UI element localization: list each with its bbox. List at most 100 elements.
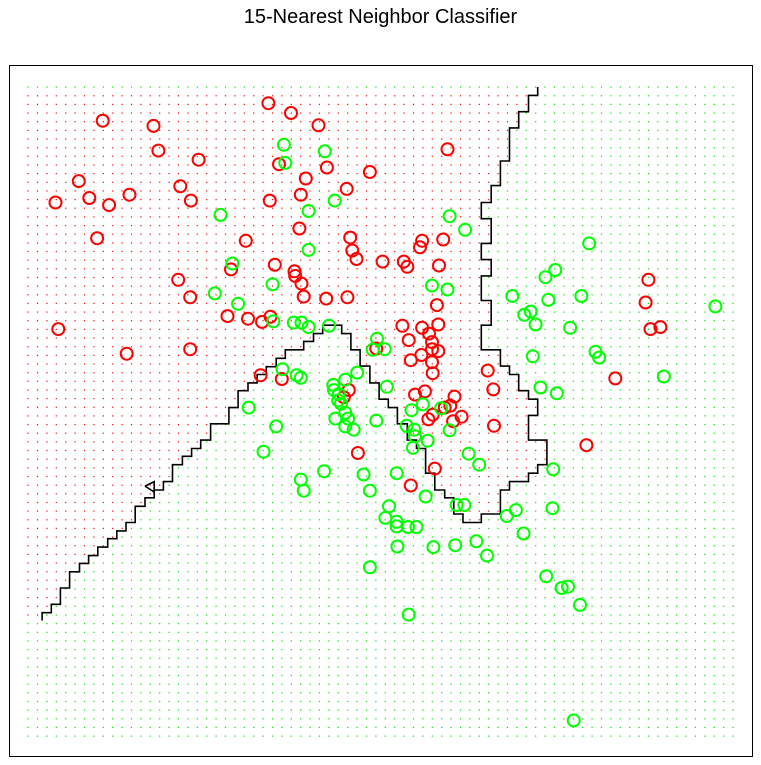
grid-dot — [112, 103, 114, 105]
grid-dot — [215, 337, 217, 339]
grid-dot — [168, 164, 170, 166]
grid-dot — [253, 441, 255, 443]
grid-dot — [497, 432, 499, 434]
grid-dot — [375, 138, 377, 140]
grid-dot — [516, 250, 518, 253]
grid-dot — [196, 112, 198, 114]
grid-dot — [337, 718, 339, 720]
grid-dot — [525, 519, 527, 521]
grid-dot — [629, 424, 631, 426]
grid-dot — [243, 147, 245, 149]
grid-dot — [74, 562, 76, 564]
grid-dot — [600, 692, 603, 694]
grid-dot — [318, 718, 321, 720]
grid-dot — [102, 501, 104, 504]
grid-dot — [600, 614, 603, 616]
grid-dot — [300, 579, 302, 581]
grid-dot — [196, 259, 198, 261]
grid-dot — [365, 207, 368, 209]
grid-dot — [384, 735, 386, 737]
grid-dot — [591, 458, 593, 460]
grid-dot — [450, 449, 452, 452]
grid-dot — [290, 605, 292, 607]
grid-dot — [553, 354, 556, 356]
grid-dot — [412, 649, 415, 651]
grid-dot — [441, 398, 443, 400]
grid-dot — [619, 190, 621, 192]
grid-dot — [318, 449, 321, 452]
grid-dot — [375, 467, 377, 469]
grid-dot — [422, 302, 424, 304]
grid-dot — [365, 631, 368, 633]
grid-dot — [441, 501, 443, 504]
grid-dot — [318, 683, 321, 685]
grid-dot — [55, 86, 57, 88]
grid-dot — [403, 112, 405, 114]
grid-dot — [337, 623, 339, 625]
grid-dot — [619, 86, 621, 88]
grid-dot — [384, 103, 386, 105]
grid-dot — [535, 510, 537, 512]
grid-dot — [121, 380, 123, 382]
grid-dot — [459, 147, 462, 149]
grid-dot — [619, 216, 621, 218]
grid-dot — [102, 536, 104, 538]
grid-dot — [563, 276, 565, 279]
grid-dot — [206, 129, 208, 131]
grid-dot — [281, 233, 283, 235]
grid-dot — [412, 285, 415, 287]
grid-dot — [629, 441, 631, 443]
grid-dot — [356, 129, 358, 131]
grid-dot — [544, 268, 546, 270]
grid-dot — [290, 545, 292, 547]
grid-dot — [600, 718, 603, 720]
grid-dot — [450, 129, 452, 131]
grid-dot — [469, 545, 471, 547]
grid-dot — [196, 398, 198, 400]
grid-dot — [544, 709, 546, 711]
grid-dot — [506, 649, 509, 651]
grid-dot — [328, 138, 330, 140]
grid-dot — [112, 674, 114, 677]
grid-dot — [356, 631, 358, 633]
grid-dot — [469, 475, 471, 478]
grid-dot — [638, 493, 640, 495]
grid-dot — [102, 605, 104, 607]
grid-dot — [582, 605, 584, 607]
grid-dot — [93, 726, 95, 728]
grid-dot — [83, 666, 86, 668]
grid-dot — [365, 233, 368, 235]
grid-dot — [394, 311, 396, 313]
grid-dot — [516, 380, 518, 382]
grid-dot — [290, 449, 292, 452]
grid-dot — [356, 562, 358, 564]
grid-dot — [130, 726, 133, 728]
grid-dot — [347, 95, 349, 97]
grid-dot — [149, 147, 151, 149]
grid-dot — [215, 199, 217, 201]
grid-dot — [459, 562, 462, 564]
grid-dot — [140, 519, 142, 521]
grid-dot — [300, 432, 302, 434]
grid-dot — [149, 302, 151, 304]
grid-dot — [215, 354, 217, 356]
grid-dot — [149, 346, 151, 348]
grid-dot — [149, 354, 151, 356]
grid-dot — [478, 449, 480, 452]
grid-dot — [563, 700, 565, 703]
grid-dot — [459, 640, 462, 642]
grid-dot — [74, 649, 76, 651]
grid-dot — [177, 588, 180, 590]
grid-dot — [65, 181, 67, 183]
grid-dot — [582, 735, 584, 737]
grid-dot — [553, 657, 556, 659]
grid-dot — [168, 501, 170, 504]
grid-dot — [27, 164, 29, 166]
grid-dot — [619, 354, 621, 356]
grid-dot — [497, 190, 499, 192]
grid-dot — [591, 614, 593, 616]
grid-dot — [300, 398, 302, 400]
grid-dot — [300, 380, 302, 382]
grid-dot — [431, 657, 433, 659]
grid-dot — [196, 545, 198, 547]
